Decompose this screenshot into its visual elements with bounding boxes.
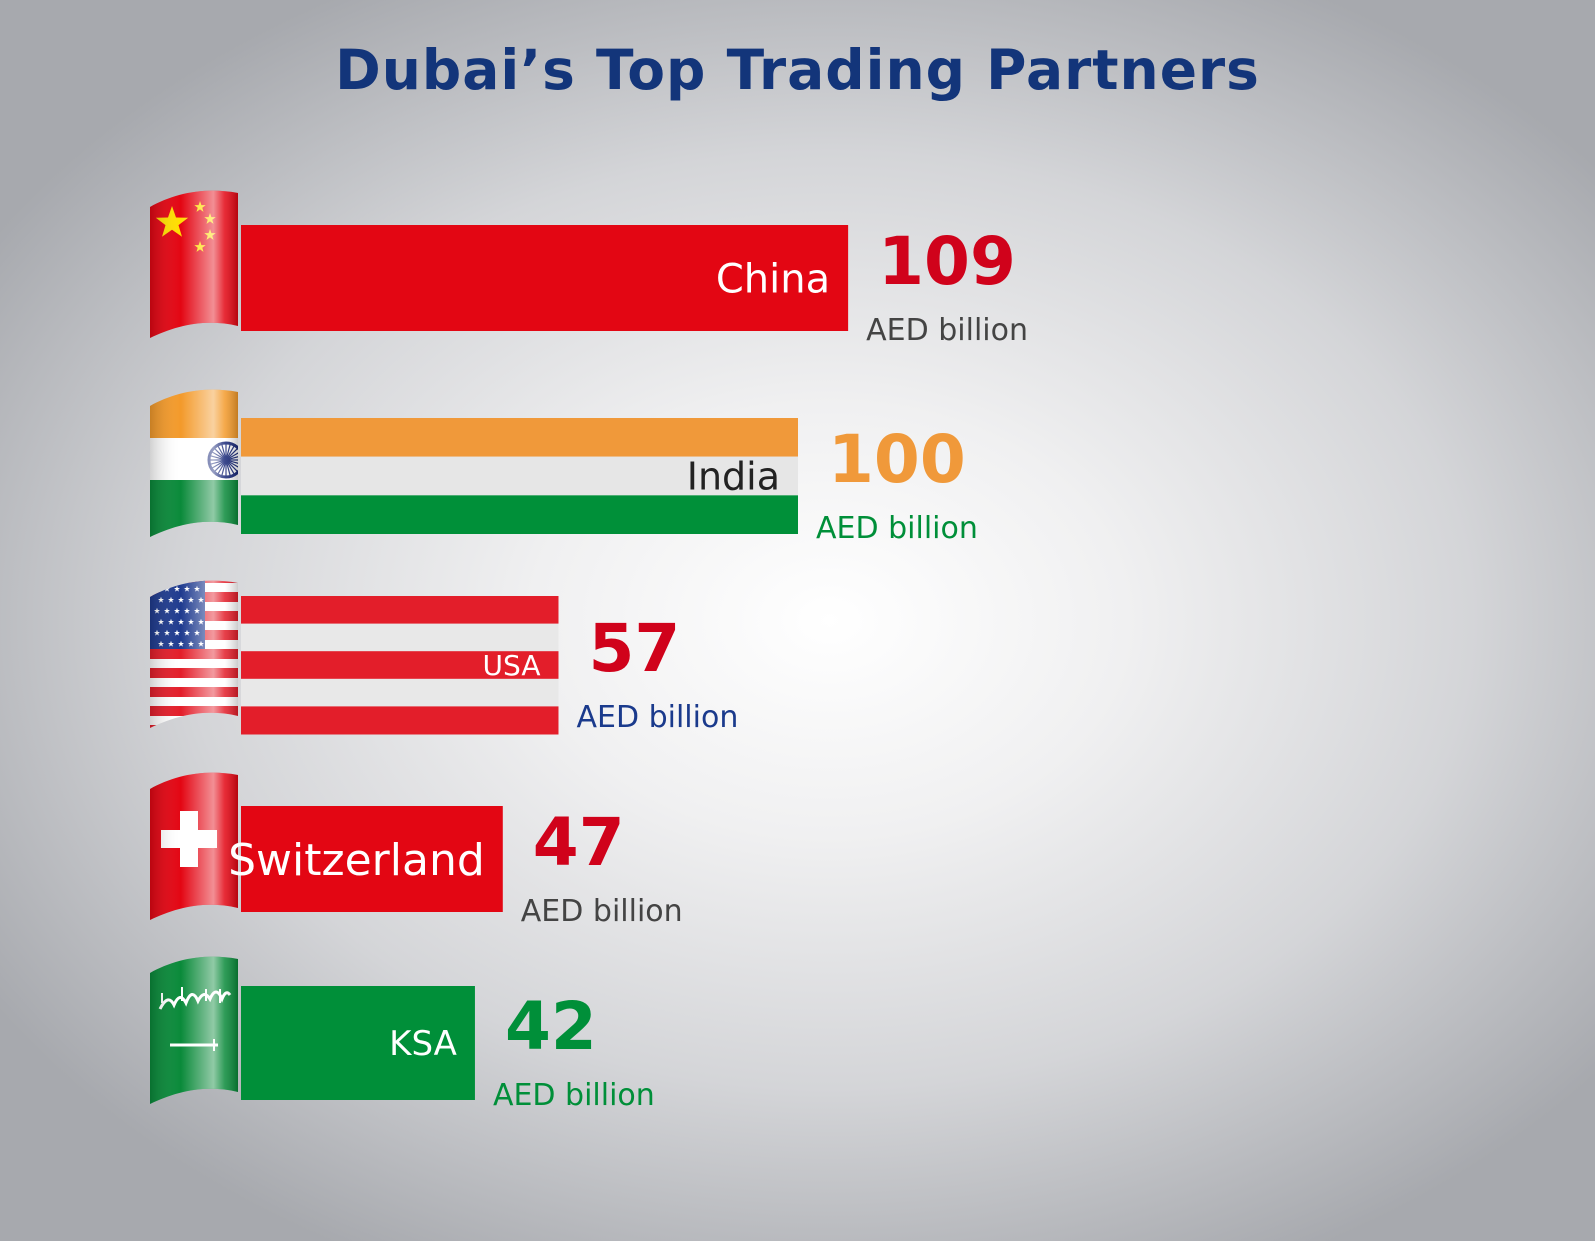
india-flag-icon xyxy=(150,389,238,537)
unit-label-usa: AED billion xyxy=(576,700,738,735)
star-icon xyxy=(194,629,200,636)
bar-india: India 100 AED billion xyxy=(241,418,978,546)
bar-switzerland-rect xyxy=(241,806,503,912)
china-flag-icon xyxy=(150,190,238,338)
bar-switzerland: Switzerland 47 AED billion xyxy=(228,804,683,929)
star-icon xyxy=(204,213,216,224)
bar-label-usa: USA xyxy=(483,649,541,682)
value-label-usa: 57 xyxy=(588,610,680,687)
star-icon xyxy=(184,607,190,614)
star-icon xyxy=(194,201,206,212)
star-icon xyxy=(178,618,184,625)
star-icon xyxy=(178,596,184,603)
bar-stripe xyxy=(241,651,559,680)
value-label-india: 100 xyxy=(828,421,966,498)
bar-china-rect xyxy=(241,225,849,331)
star-icon xyxy=(194,607,200,614)
usa-flag-icon xyxy=(150,580,238,728)
star-icon xyxy=(155,206,189,237)
switzerland-flag-icon xyxy=(150,772,238,920)
shahada-icon xyxy=(158,987,232,1010)
star-icon xyxy=(188,640,194,647)
star-icon xyxy=(178,640,184,647)
star-icon xyxy=(194,585,200,592)
chakra-icon xyxy=(207,441,238,479)
canton xyxy=(150,580,205,649)
chart-title: Dubai’s Top Trading Partners xyxy=(335,38,1260,102)
star-icon xyxy=(164,629,170,636)
bar-stripe xyxy=(241,418,798,457)
star-icon xyxy=(154,585,160,592)
bar-stripe xyxy=(241,596,559,625)
unit-label-china: AED billion xyxy=(866,313,1028,348)
value-label-ksa: 42 xyxy=(505,988,597,1065)
unit-label-india: AED billion xyxy=(816,511,978,546)
bar-stripe xyxy=(241,456,798,496)
star-icon xyxy=(188,618,194,625)
unit-label-switzerland: AED billion xyxy=(521,894,683,929)
bar-label-china: China xyxy=(716,256,830,302)
cross-icon xyxy=(161,811,217,867)
bar-stripe xyxy=(241,495,798,534)
value-label-china: 109 xyxy=(878,223,1016,300)
star-icon xyxy=(174,629,180,636)
bar-label-ksa: KSA xyxy=(389,1024,457,1064)
star-icon xyxy=(164,607,170,614)
star-icon xyxy=(198,640,204,647)
star-icon xyxy=(158,596,164,603)
ksa-flag-icon xyxy=(150,956,238,1104)
value-label-switzerland: 47 xyxy=(533,804,625,881)
bar-stripe xyxy=(241,706,559,735)
bar-stripe xyxy=(241,623,559,652)
star-icon xyxy=(154,629,160,636)
bar-usa: USA 57 AED billion xyxy=(241,596,738,735)
unit-label-ksa: AED billion xyxy=(493,1078,655,1113)
bar-label-switzerland: Switzerland xyxy=(228,835,485,886)
star-icon xyxy=(168,596,174,603)
star-icon xyxy=(184,629,190,636)
bar-stripe xyxy=(241,678,559,707)
star-icon xyxy=(158,618,164,625)
star-icon xyxy=(184,585,190,592)
star-icon xyxy=(194,241,206,252)
star-icon xyxy=(164,585,170,592)
bar-ksa-rect xyxy=(241,986,475,1100)
star-icon xyxy=(174,585,180,592)
bar-label-india: India xyxy=(687,455,780,499)
bar-ksa: KSA 42 AED billion xyxy=(241,986,655,1113)
star-icon xyxy=(188,596,194,603)
sword-icon xyxy=(170,1039,218,1051)
star-icon xyxy=(174,607,180,614)
star-icon xyxy=(198,596,204,603)
bar-china: China 109 AED billion xyxy=(241,223,1028,348)
star-icon xyxy=(154,607,160,614)
star-icon xyxy=(198,618,204,625)
star-icon xyxy=(158,640,164,647)
star-icon xyxy=(168,640,174,647)
star-icon xyxy=(168,618,174,625)
star-icon xyxy=(204,229,216,240)
